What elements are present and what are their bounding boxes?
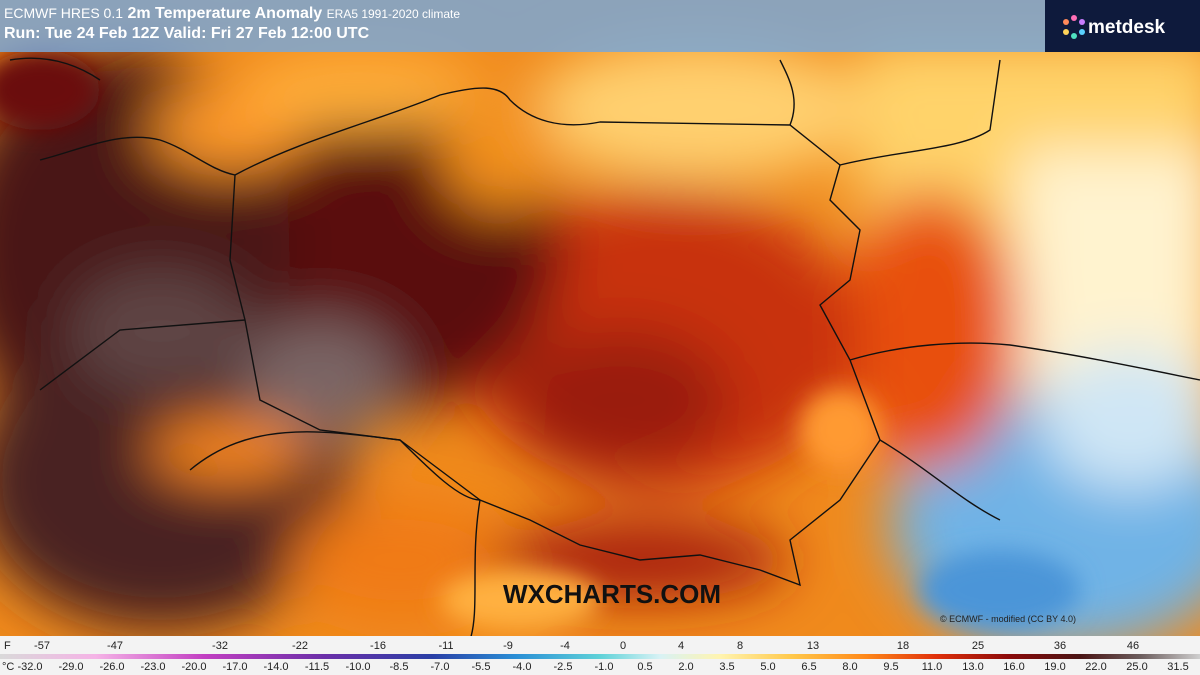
legend-f-label: -4	[560, 640, 570, 652]
header-line1: ECMWF HRES 0.1 2m Temperature Anomaly ER…	[4, 5, 460, 22]
legend-c-unit: °C	[2, 661, 14, 673]
legend-f-label: -9	[503, 640, 513, 652]
legend-c-label: -17.0	[222, 661, 247, 673]
legend-c-label: -20.0	[181, 661, 206, 673]
legend-f-label: 46	[1127, 640, 1139, 652]
logo-text: metdesk	[1088, 17, 1166, 38]
header-line2: Run: Tue 24 Feb 12Z Valid: Fri 27 Feb 12…	[4, 25, 370, 42]
legend-c-label: 31.5	[1167, 661, 1188, 673]
legend-f-label: -47	[107, 640, 123, 652]
legend-c-label: -23.0	[140, 661, 165, 673]
legend-c-label: -7.0	[431, 661, 450, 673]
legend-c-label: -14.0	[263, 661, 288, 673]
legend-f-label: -32	[212, 640, 228, 652]
legend-c-label: 22.0	[1085, 661, 1106, 673]
legend-f-label: 13	[807, 640, 819, 652]
legend-f-label: -16	[370, 640, 386, 652]
legend-f-label: 4	[678, 640, 684, 652]
legend-c-label: 0.5	[637, 661, 652, 673]
legend-f-label: 0	[620, 640, 626, 652]
legend-c-label: 2.0	[678, 661, 693, 673]
legend-c-label: -4.0	[513, 661, 532, 673]
legend-c-label: 11.0	[922, 661, 943, 673]
header-model: ECMWF HRES 0.1	[4, 5, 123, 21]
legend-c-label: -10.0	[345, 661, 370, 673]
legend-c-label: -29.0	[58, 661, 83, 673]
legend-c-label: 16.0	[1003, 661, 1024, 673]
legend-c-label: 25.0	[1126, 661, 1147, 673]
legend-c-label: -5.5	[472, 661, 491, 673]
legend-scale	[0, 654, 1200, 659]
legend-f-label: 8	[737, 640, 743, 652]
legend-c-label: 19.0	[1044, 661, 1065, 673]
credit: © ECMWF - modified (CC BY 4.0)	[940, 614, 1076, 624]
legend-c-label: 8.0	[842, 661, 857, 673]
legend-c-label: 9.5	[883, 661, 898, 673]
watermark: WXCHARTS.COM	[503, 579, 721, 609]
logo-icon	[1063, 15, 1085, 39]
legend-c-label: -8.5	[390, 661, 409, 673]
legend-f-label: -57	[34, 640, 50, 652]
header-variable: 2m Temperature Anomaly	[127, 5, 322, 22]
legend-c-label: -1.0	[595, 661, 614, 673]
legend-f-unit: F	[4, 640, 11, 652]
legend-labels: -57 -47 -32 -22 -16 -11 -9 -4 0 4 8 13 18 25 36 46 -32.0…	[17, 640, 1188, 673]
logo-box	[1045, 0, 1200, 52]
legend-c-label: -2.5	[554, 661, 573, 673]
legend-f-label: -22	[292, 640, 308, 652]
legend-f-label: 18	[897, 640, 909, 652]
legend-c-label: -26.0	[99, 661, 124, 673]
borders	[9, 57, 1200, 641]
legend-c-label: -11.5	[305, 661, 329, 673]
legend-c-label: 3.5	[719, 661, 734, 673]
anomaly-detail	[0, 50, 1080, 630]
legend-f-label: 25	[972, 640, 984, 652]
legend-c-label: 5.0	[760, 661, 775, 673]
legend-f-label: -11	[438, 640, 453, 652]
legend-c-label: 13.0	[962, 661, 983, 673]
legend-c-label: -32.0	[17, 661, 42, 673]
header-band	[0, 0, 1200, 52]
legend-f-label: 36	[1054, 640, 1066, 652]
legend-c-label: 6.5	[801, 661, 816, 673]
header-climate: ERA5 1991-2020 climate	[327, 7, 461, 21]
